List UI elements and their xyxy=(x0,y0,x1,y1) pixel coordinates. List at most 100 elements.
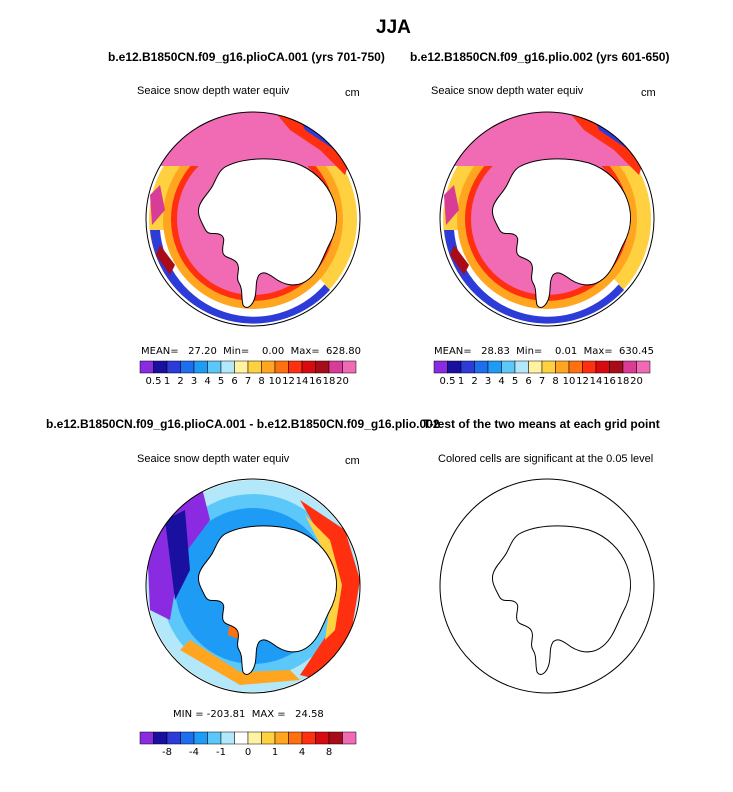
panel-2-title: b.e12.B1850CN.f09_g16.plio.002 (yrs 601-… xyxy=(410,50,670,64)
colorbar-tick-label: 12 xyxy=(282,376,295,387)
panel-3-title: b.e12.B1850CN.f09_g16.plioCA.001 - b.e12… xyxy=(46,417,440,431)
panel-1-map xyxy=(146,112,360,326)
colorbar-box xyxy=(501,360,516,374)
colorbar-box xyxy=(609,360,624,374)
colorbar-tick-label: 18 xyxy=(323,376,336,387)
panel-2-units: cm xyxy=(641,87,656,99)
panel-2-subtitle: Seaice snow depth water equiv xyxy=(431,85,584,97)
colorbar-panel-2: 0.5 1 2 3 4 5 6 7 8 10 12 14 16 18 20 xyxy=(433,360,651,387)
colorbar-box xyxy=(487,360,502,374)
colorbar-tick-label: 2 xyxy=(471,376,477,387)
colorbar-box xyxy=(528,360,543,374)
colorbar-box xyxy=(288,731,303,745)
colorbar-box xyxy=(460,360,475,374)
panel-2-boundary xyxy=(439,111,655,327)
colorbar-tick-label: 12 xyxy=(576,376,589,387)
panel-4-map xyxy=(439,478,655,694)
snow-band-blue xyxy=(150,230,330,324)
colorbar-box xyxy=(166,731,181,745)
colorbar-tick-label: 3 xyxy=(485,376,491,387)
colorbar-tick-label: 1 xyxy=(272,747,278,758)
colorbar-box xyxy=(514,360,529,374)
colorbar-box xyxy=(582,360,597,374)
colorbar-tick-label: 14 xyxy=(296,376,309,387)
page-title: JJA xyxy=(376,17,411,38)
colorbar-tick-label: 8 xyxy=(552,376,558,387)
colorbar-box xyxy=(261,731,276,745)
colorbar-box xyxy=(595,360,610,374)
colorbar-box xyxy=(139,360,154,374)
panel-4-title: T-test of the two means at each grid poi… xyxy=(423,417,660,431)
colorbar-tick-label: 5 xyxy=(218,376,224,387)
colorbar-box xyxy=(328,360,343,374)
colorbar-box xyxy=(622,360,637,374)
colorbar-box xyxy=(261,360,276,374)
colorbar-box xyxy=(301,731,316,745)
colorbar-box xyxy=(342,360,357,374)
colorbar-tick-label: 16 xyxy=(309,376,322,387)
colorbar-box xyxy=(220,360,235,374)
colorbar-box xyxy=(315,731,330,745)
colorbar-box xyxy=(207,731,222,745)
colorbar-box xyxy=(274,731,289,745)
colorbar-tick-label: 5 xyxy=(512,376,518,387)
colorbar-box xyxy=(247,731,262,745)
colorbar-box xyxy=(234,731,249,745)
colorbar-box xyxy=(139,731,154,745)
colorbar-tick-label: 18 xyxy=(617,376,630,387)
colorbar-tick-label: 20 xyxy=(630,376,643,387)
colorbar-box xyxy=(315,360,330,374)
panel-1-units: cm xyxy=(345,87,360,99)
colorbar-tick-label: 14 xyxy=(590,376,603,387)
panel-3-subtitle: Seaice snow depth water equiv xyxy=(137,453,290,465)
colorbar-tick-label: 0.5 xyxy=(440,376,456,387)
panel-1-boundary xyxy=(145,111,361,327)
colorbar-tick-label: 6 xyxy=(231,376,237,387)
colorbar-box xyxy=(342,731,357,745)
colorbar-panel-3: -8 -4 -1 0 1 4 8 xyxy=(139,731,357,758)
panel-3-map xyxy=(146,479,360,693)
colorbar-box xyxy=(153,731,168,745)
colorbar-tick-label: 4 xyxy=(204,376,210,387)
panel-3-stats: MIN = -203.81 MAX = 24.58 xyxy=(173,709,324,720)
colorbar-tick-label: -1 xyxy=(216,747,226,758)
colorbar-box xyxy=(166,360,181,374)
colorbar-box xyxy=(153,360,168,374)
colorbar-box xyxy=(234,360,249,374)
colorbar-tick-label: 8 xyxy=(326,747,332,758)
panel-3-units: cm xyxy=(345,455,360,467)
colorbar-tick-label: 7 xyxy=(245,376,251,387)
colorbar-box xyxy=(193,360,208,374)
colorbar-tick-label: 0 xyxy=(245,747,251,758)
colorbar-box xyxy=(555,360,570,374)
colorbar-box xyxy=(220,731,235,745)
colorbar-panel-1: 0.5 1 2 3 4 5 6 7 8 10 12 14 16 18 20 xyxy=(139,360,357,387)
colorbar-tick-label: 1 xyxy=(164,376,170,387)
colorbar-tick-label: 7 xyxy=(539,376,545,387)
colorbar-tick-label: 8 xyxy=(258,376,264,387)
colorbar-box xyxy=(328,731,343,745)
colorbar-tick-label: 2 xyxy=(177,376,183,387)
colorbar-box xyxy=(207,360,222,374)
colorbar-box xyxy=(474,360,489,374)
colorbar-tick-label: 6 xyxy=(525,376,531,387)
colorbar-box xyxy=(447,360,462,374)
colorbar-tick-label: 16 xyxy=(603,376,616,387)
colorbar-tick-label: 3 xyxy=(191,376,197,387)
colorbar-box xyxy=(288,360,303,374)
colorbar-box xyxy=(180,360,195,374)
colorbar-box xyxy=(301,360,316,374)
panel-1-stats: MEAN= 27.20 Min= 0.00 Max= 628.80 xyxy=(141,346,362,357)
colorbar-box xyxy=(433,360,448,374)
colorbar-box xyxy=(274,360,289,374)
colorbar-tick-label: 10 xyxy=(563,376,576,387)
colorbar-box xyxy=(568,360,583,374)
colorbar-box xyxy=(541,360,556,374)
colorbar-box xyxy=(193,731,208,745)
panel-3-boundary xyxy=(145,478,361,694)
colorbar-tick-label: 4 xyxy=(498,376,504,387)
diff-positive-region xyxy=(300,500,360,680)
panel-4-boundary xyxy=(439,478,655,694)
colorbar-box xyxy=(180,731,195,745)
